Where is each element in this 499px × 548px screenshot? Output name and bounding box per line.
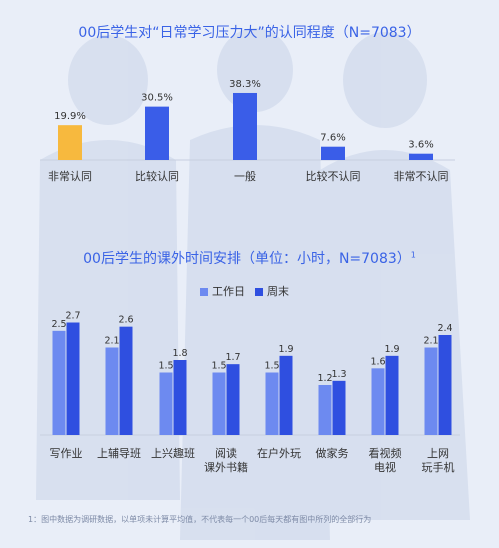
category-label-1: 比较认同: [135, 169, 179, 183]
category-label-6-1: 电视: [374, 460, 396, 474]
data-label-4-1: 1.9: [278, 344, 293, 355]
data-label-1-1: 2.6: [118, 315, 133, 326]
bar-6-0: [371, 368, 385, 435]
bar-3-0: [212, 372, 226, 435]
person-right-head: [343, 32, 427, 128]
category-label-0-0: 写作业: [50, 447, 83, 460]
category-label-7-0: 上网: [427, 447, 449, 460]
person-center-head: [217, 28, 293, 112]
data-label-1: 30.5%: [141, 93, 173, 104]
data-label-4-0: 1.5: [264, 361, 279, 372]
category-label-3: 比较不认同: [306, 169, 361, 183]
bar-2-0: [159, 372, 173, 435]
bar-0: [58, 125, 82, 160]
bar-3: [321, 146, 345, 160]
bar-3-1: [226, 364, 240, 435]
bar-4-1: [279, 355, 293, 435]
data-label-2-1: 1.8: [172, 348, 187, 359]
data-label-5-1: 1.3: [331, 369, 346, 380]
bar-1-0: [105, 347, 119, 435]
bar-5-1: [332, 380, 346, 435]
data-label-2: 38.3%: [229, 79, 261, 90]
bar-0-1: [66, 322, 80, 435]
bar-6-1: [385, 355, 399, 435]
category-label-6-0: 看视频: [369, 446, 402, 460]
footnote: 1：图中数据为调研数据，以单项未计算平均值，不代表每一个00后每天都有图中所列的…: [28, 515, 372, 524]
person-center-body: [180, 125, 330, 540]
bar-0-0: [52, 330, 66, 435]
data-label-3-0: 1.5: [211, 361, 226, 372]
data-label-7-1: 2.4: [437, 323, 452, 334]
data-label-4: 3.6%: [408, 140, 433, 151]
legend-item-weekend: 周末: [255, 283, 289, 299]
category-label-1-0: 上辅导班: [97, 446, 141, 460]
category-label-7-1: 玩手机: [422, 460, 455, 474]
category-label-0: 非常认同: [48, 170, 92, 183]
bar-4-0: [265, 372, 279, 435]
data-label-7-0: 2.1: [423, 336, 438, 347]
data-label-0-0: 2.5: [51, 319, 66, 330]
data-label-1-0: 2.1: [104, 336, 119, 347]
bar-4: [409, 153, 433, 160]
legend-item-weekday: 工作日: [200, 283, 245, 299]
category-label-5-0: 做家务: [316, 446, 349, 460]
data-label-6-0: 1.6: [370, 356, 385, 367]
category-label-4-0: 在户外玩: [257, 446, 301, 460]
data-label-3: 7.6%: [320, 133, 345, 144]
bar-2: [233, 92, 257, 160]
data-label-0-1: 2.7: [65, 311, 80, 322]
category-label-4: 非常不认同: [394, 170, 449, 183]
data-label-3-1: 1.7: [225, 352, 240, 363]
bar-5-0: [318, 385, 332, 435]
agreement-bar-chart: 19.9% 非常认同 30.5% 比较认同 38.3% 一般 7.6% 比较不认同 3.6% 非常…: [40, 79, 455, 183]
chart1-title: 00后学生对“日常学习压力大”的认同程度（N=7083）: [78, 25, 421, 41]
data-label-2-0: 1.5: [158, 361, 173, 372]
bar-2-1: [173, 360, 187, 435]
bar-7-1: [438, 335, 452, 435]
category-label-3-1: 课外书籍: [204, 460, 248, 474]
category-label-2: 一般: [234, 170, 256, 183]
data-label-6-1: 1.9: [384, 344, 399, 355]
chart2-legend: 工作日 周末: [200, 283, 289, 299]
data-label-0: 19.9%: [54, 111, 86, 122]
category-label-2-0: 上兴趣班: [151, 446, 195, 460]
data-label-5-0: 1.2: [317, 373, 332, 384]
person-left-head: [68, 35, 148, 125]
chart2-title: 00后学生的课外时间安排（单位：小时，N=7083）1: [83, 250, 416, 267]
category-label-3-0: 阅读: [215, 446, 237, 460]
bar-1: [145, 106, 169, 160]
bar-1-1: [119, 326, 133, 435]
time-bar-chart: 2.52.7写作业2.12.6上辅导班1.51.8上兴趣班1.51.7阅读课外书…: [40, 311, 460, 474]
bar-7-0: [424, 347, 438, 435]
